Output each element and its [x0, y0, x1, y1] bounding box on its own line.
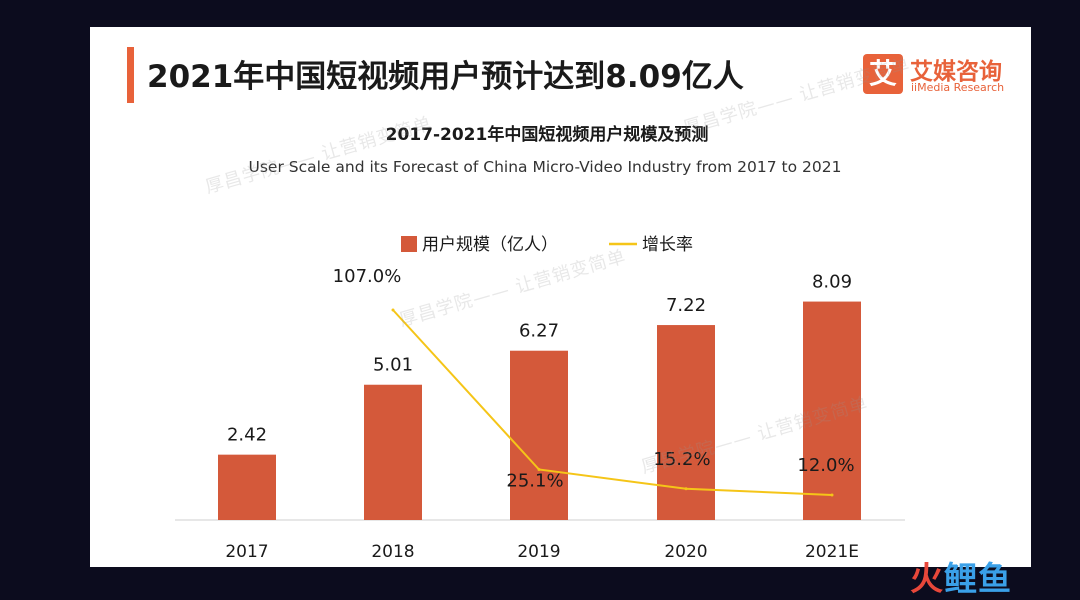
bar-value-label-2020: 7.22	[666, 295, 706, 316]
bar-value-label-2018: 5.01	[373, 355, 413, 376]
footer-logo-part1: 火	[910, 559, 944, 598]
bar-2020	[657, 325, 715, 520]
footer-logo-part2: 鲤鱼	[944, 559, 1012, 598]
labels-layer: 2.42 2017 5.01 2018 6.27 2019 7.22 2020 8.09 2021…	[225, 266, 859, 562]
growth-point-2020	[684, 487, 688, 491]
logo-name-en: iiMedia Research	[911, 81, 1005, 94]
bar-value-label-2017: 2.42	[227, 425, 267, 446]
growth-label-2019: 25.1%	[506, 470, 563, 491]
bar-2018	[364, 384, 422, 520]
logo-name-cn: 艾媒咨询	[910, 59, 1002, 85]
growth-rate-line	[392, 309, 833, 496]
legend-line-label: 增长率	[642, 235, 693, 255]
growth-label-2021E: 12.0%	[797, 455, 854, 476]
x-tick-label-2019: 2019	[517, 542, 560, 562]
growth-label-2020: 15.2%	[653, 449, 710, 470]
iimedia-logo: 艾 艾媒咨询 iiMedia Research	[863, 54, 1013, 100]
growth-point-2018	[391, 308, 395, 312]
title-accent-bar	[127, 47, 134, 103]
huoliyu-logo: 火鲤鱼	[910, 552, 1012, 600]
bar-2021E	[803, 301, 861, 520]
legend-bar-label: 用户规模（亿人）	[422, 235, 558, 255]
bar-2019	[510, 350, 568, 520]
user-scale-chart: 2017-2021年中国短视频用户规模及预测 User Scale and it…	[175, 124, 905, 562]
x-tick-label-2020: 2020	[664, 542, 707, 562]
chart-subtitle: User Scale and its Forecast of China Mic…	[249, 158, 842, 176]
bar-value-label-2019: 6.27	[519, 321, 559, 342]
x-tick-label-2021E: 2021E	[805, 542, 859, 562]
chart-legend: 用户规模（亿人） 增长率	[401, 235, 693, 255]
x-tick-label-2017: 2017	[225, 542, 268, 562]
logo-mark: 艾	[863, 54, 903, 94]
bar-value-label-2021E: 8.09	[812, 272, 852, 293]
slide-title: 2021年中国短视频用户预计达到8.09亿人	[147, 59, 744, 95]
legend-bar-swatch	[401, 236, 417, 252]
bar-2017	[218, 454, 276, 520]
growth-line-layer	[391, 308, 834, 497]
growth-label-2018: 107.0%	[333, 266, 402, 287]
chart-title: 2017-2021年中国短视频用户规模及预测	[386, 124, 709, 145]
x-tick-label-2018: 2018	[371, 542, 414, 562]
report-slide: 2021年中国短视频用户预计达到8.09亿人 艾 艾媒咨询 iiMedia Re…	[90, 27, 1031, 567]
growth-point-2019	[537, 467, 541, 471]
growth-point-2021E	[830, 493, 834, 497]
